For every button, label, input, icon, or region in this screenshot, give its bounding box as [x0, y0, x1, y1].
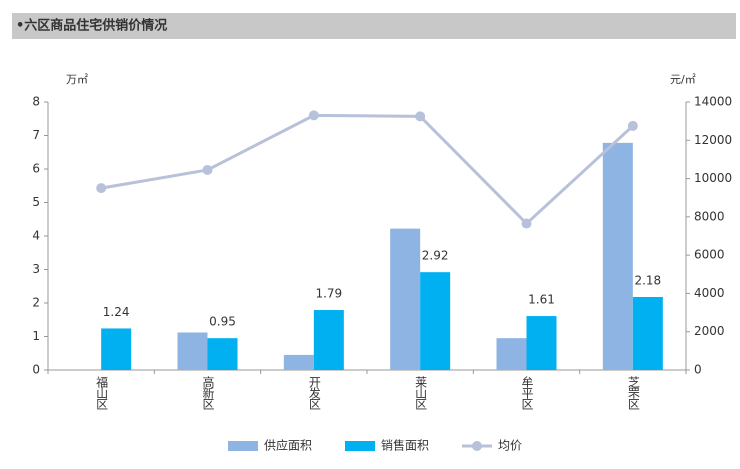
y-tick-label: 1	[32, 329, 40, 343]
bar	[632, 296, 663, 370]
y2-tick-label: 6000	[694, 248, 725, 262]
bar	[177, 332, 208, 370]
bar	[420, 272, 451, 370]
y2-tick-label: 12000	[694, 133, 732, 147]
line-marker	[521, 218, 532, 229]
legend-swatch	[345, 441, 375, 451]
y-tick-label: 0	[32, 363, 40, 377]
data-label: 2.92	[422, 249, 449, 263]
legend-label: 供应面积	[264, 438, 312, 453]
y2-tick-label: 14000	[694, 95, 732, 109]
y-tick-label: 4	[32, 229, 40, 243]
line-marker	[202, 164, 213, 175]
x-tick-label: 芝罘区	[626, 375, 640, 410]
y-tick-label: 7	[32, 128, 40, 142]
data-label: 2.18	[634, 273, 661, 287]
data-label: 1.79	[315, 287, 342, 301]
bar	[207, 338, 238, 370]
data-label: 0.95	[209, 315, 236, 329]
y-tick-label: 5	[32, 195, 40, 209]
y-tick-label: 6	[32, 162, 40, 176]
y2-tick-label: 8000	[694, 209, 725, 223]
x-tick-label: 莱山区	[414, 376, 428, 410]
legend-swatch	[228, 441, 258, 451]
x-tick-label: 高新区	[201, 375, 215, 410]
chart-title: •六区商品住宅供销价情况	[16, 18, 167, 34]
y-tick-label: 8	[32, 95, 40, 109]
header-bar	[12, 13, 736, 39]
line-marker	[415, 111, 426, 122]
legend-label: 均价	[498, 439, 522, 453]
line-marker	[627, 120, 638, 131]
bar	[496, 338, 527, 370]
y2-axis-label: 元/㎡	[670, 73, 696, 86]
y-axis-label: 万㎡	[66, 73, 88, 86]
data-label: 1.24	[103, 305, 130, 319]
bar	[283, 354, 314, 370]
bar	[390, 228, 421, 370]
line	[100, 113, 634, 226]
legend-swatch	[472, 441, 482, 451]
line-marker	[96, 183, 107, 194]
y-tick-label: 2	[32, 296, 40, 310]
y2-tick-label: 0	[694, 363, 702, 377]
y-tick-label: 3	[32, 262, 40, 276]
bar	[602, 142, 633, 370]
y2-tick-label: 2000	[694, 324, 725, 338]
x-tick-label: 开发区	[307, 376, 321, 410]
data-label: 1.61	[528, 293, 555, 307]
bar	[101, 328, 132, 370]
legend-label: 销售面积	[381, 438, 429, 453]
bar	[526, 316, 557, 370]
y2-tick-label: 4000	[694, 286, 725, 300]
x-tick-label: 牟平区	[520, 375, 534, 410]
bar	[313, 310, 344, 370]
x-tick-label: 福山区	[95, 375, 109, 410]
y2-tick-label: 10000	[694, 171, 732, 185]
line-marker	[308, 110, 319, 121]
